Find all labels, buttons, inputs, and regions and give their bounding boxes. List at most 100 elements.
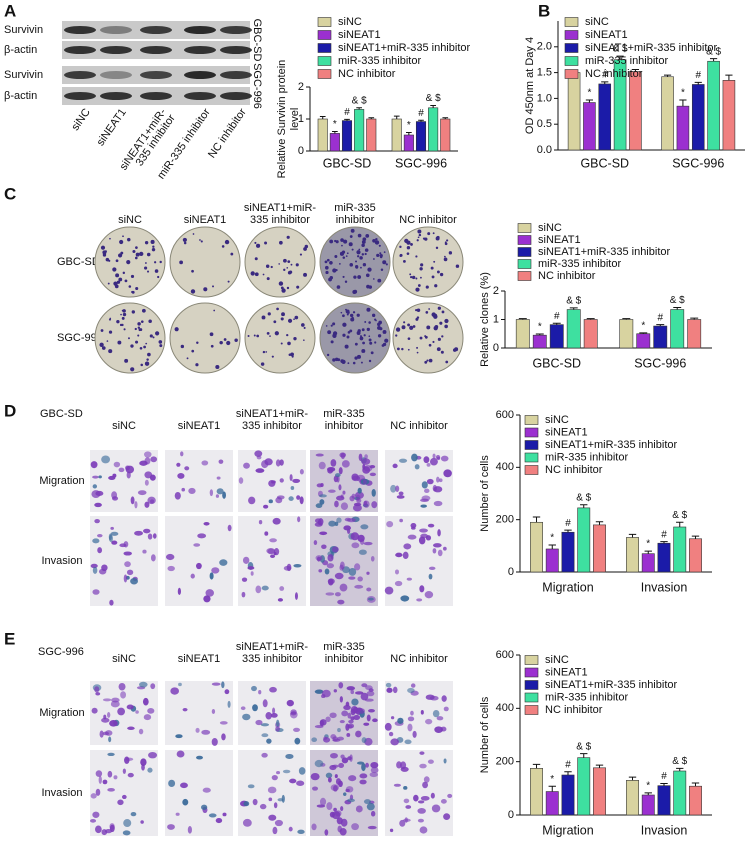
- colony: [147, 352, 151, 357]
- x-tick-label: GBC-SD: [323, 156, 372, 170]
- stained-cell: [363, 799, 371, 805]
- bar: [673, 770, 687, 816]
- stained-cell: [90, 793, 97, 799]
- stained-cell: [130, 496, 135, 505]
- significance-mark: #: [602, 70, 608, 81]
- colony: [349, 235, 353, 238]
- stained-cell: [193, 543, 201, 547]
- colony: [352, 290, 357, 295]
- bar: [341, 120, 353, 152]
- significance-mark: & $: [352, 95, 367, 106]
- colony: [119, 323, 123, 327]
- stained-cell: [395, 569, 399, 575]
- bar: [626, 537, 639, 573]
- colony: [329, 260, 333, 265]
- stained-cell: [293, 727, 301, 732]
- stained-cell: [190, 573, 195, 579]
- stained-cell: [339, 583, 348, 592]
- stained-cell: [252, 798, 258, 806]
- colony: [401, 347, 404, 351]
- stained-cell: [440, 455, 449, 462]
- column-label: NC inhibitor: [399, 214, 457, 226]
- legend-swatch: [524, 415, 539, 425]
- stained-cell: [242, 713, 251, 721]
- stained-cell: [436, 716, 444, 721]
- column-label: siNEAT1: [178, 420, 221, 432]
- culture-dish: [319, 226, 391, 298]
- colony: [324, 260, 328, 264]
- stained-cell: [350, 716, 355, 721]
- colony: [109, 237, 111, 240]
- stained-cell: [417, 818, 424, 823]
- significance-mark: #: [344, 107, 350, 118]
- stained-cell: [333, 807, 337, 812]
- colony: [415, 287, 420, 292]
- colony: [354, 342, 358, 346]
- stained-cell: [384, 722, 392, 731]
- stained-cell: [437, 549, 443, 557]
- stained-cell: [410, 522, 417, 529]
- stained-cell: [269, 686, 277, 693]
- colony: [335, 240, 339, 244]
- row-label: SGC-996: [57, 332, 103, 344]
- stained-cell: [394, 580, 403, 587]
- colony: [137, 334, 140, 337]
- bar: [593, 524, 606, 573]
- stained-cell: [392, 686, 398, 694]
- stained-cell: [283, 565, 292, 571]
- bar: [707, 60, 720, 151]
- legend-label: siNEAT1: [545, 426, 588, 438]
- stained-cell: [419, 528, 428, 533]
- stained-cell: [345, 786, 354, 793]
- y-tick-label: 2: [298, 81, 304, 93]
- stained-cell: [407, 534, 417, 540]
- stained-cell: [205, 589, 214, 597]
- column-label: NC inhibitor: [390, 420, 448, 432]
- colony: [380, 268, 384, 271]
- bar: [657, 785, 671, 816]
- stained-cell: [277, 598, 283, 602]
- stained-cell: [222, 491, 227, 499]
- stained-cell: [108, 736, 112, 743]
- colony: [117, 340, 122, 345]
- colony: [441, 335, 444, 338]
- y-tick-label: 0: [493, 342, 499, 354]
- stained-cell: [318, 518, 324, 526]
- bar: [561, 774, 575, 816]
- colony: [444, 324, 448, 329]
- column-label: miR-335: [323, 641, 365, 653]
- stained-cell: [247, 566, 255, 570]
- error-bar: [628, 776, 637, 781]
- legend-swatch: [564, 17, 579, 27]
- blot-row-label: Survivin: [4, 24, 43, 36]
- panel-label: B: [538, 1, 550, 20]
- legend-swatch: [524, 452, 539, 463]
- significance-mark: #: [565, 759, 571, 770]
- significance-mark: & $: [613, 44, 628, 55]
- colony: [420, 263, 424, 267]
- stained-cell: [323, 737, 331, 743]
- stained-cell: [324, 568, 330, 575]
- stained-cell: [423, 456, 430, 464]
- error-bar: [552, 322, 561, 325]
- stained-cell: [177, 587, 181, 595]
- stained-cell: [211, 737, 218, 746]
- colony: [303, 326, 306, 329]
- legend-swatch: [524, 705, 539, 715]
- blot-band: [100, 71, 132, 79]
- column-label: miR-335: [323, 408, 365, 420]
- colony: [115, 273, 120, 278]
- stained-cell: [330, 459, 337, 467]
- stained-cell: [120, 691, 127, 699]
- stained-cell: [288, 496, 294, 501]
- stained-cell: [259, 803, 267, 810]
- stained-cell: [315, 453, 324, 457]
- stained-cell: [255, 468, 265, 473]
- stained-cell: [314, 689, 324, 694]
- y-axis-label: Relative Survivin protein: [276, 60, 288, 179]
- stained-cell: [407, 687, 415, 694]
- error-bar: [725, 74, 733, 81]
- colony: [148, 319, 152, 324]
- colony: [293, 336, 297, 341]
- colony: [224, 239, 230, 245]
